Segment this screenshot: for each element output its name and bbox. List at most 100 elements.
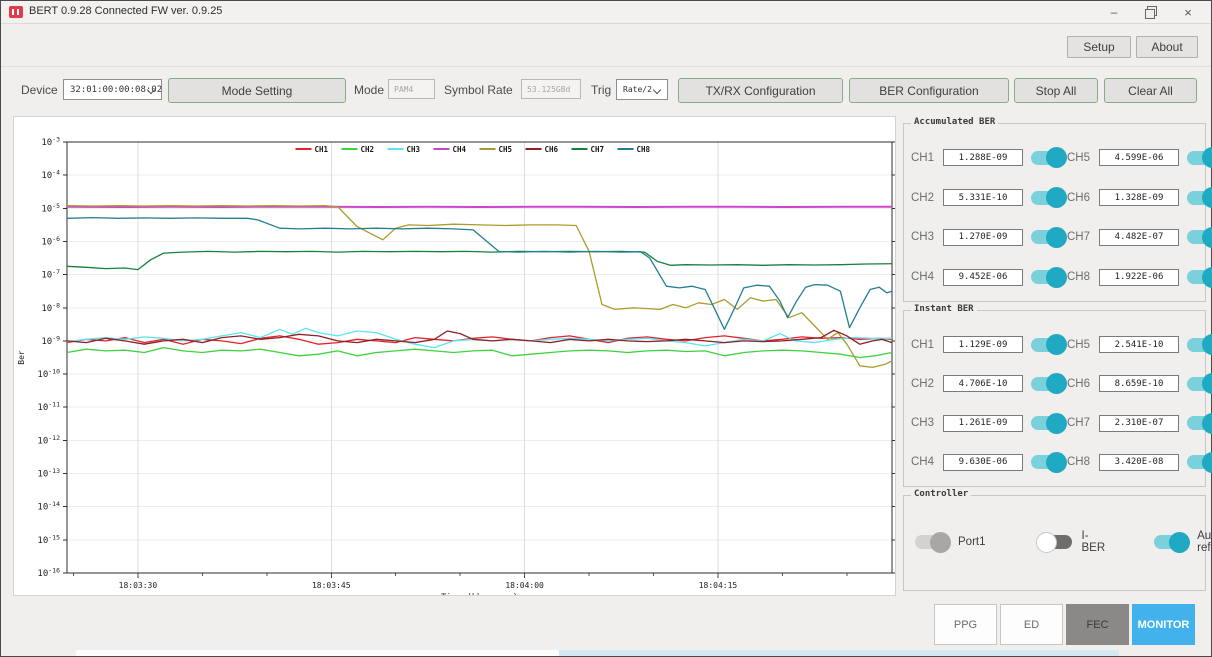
close-button[interactable]: × — [1184, 4, 1192, 20]
accumulated-ber-value-ch7[interactable]: 4.482E-07 — [1099, 228, 1179, 246]
channel-label: CH6 — [1067, 377, 1091, 390]
accumulated-ber-value-ch8[interactable]: 1.922E-06 — [1099, 268, 1179, 286]
instant-ber-group: Instant BER CH1 1.129E-09 CH5 2.541E-10 CH2 4… — [903, 304, 1212, 487]
ber-row-ch2: CH2 4.706E-10 — [908, 364, 1067, 403]
toggle-knob — [1046, 373, 1067, 395]
port1-toggle[interactable] — [915, 531, 951, 553]
instant-ber-toggle-ch5[interactable] — [1187, 334, 1212, 356]
auto-refresh-toggle[interactable] — [1154, 531, 1191, 553]
instant-ber-toggle-ch3[interactable] — [1031, 412, 1067, 434]
toggle-knob — [1046, 334, 1067, 356]
toggle-knob — [1202, 451, 1212, 473]
accumulated-ber-value-ch3[interactable]: 1.270E-09 — [943, 228, 1023, 246]
clear-all-button[interactable]: Clear All — [1104, 78, 1197, 103]
restore-button[interactable] — [1135, 1, 1169, 23]
svg-text:18:03:45: 18:03:45 — [312, 581, 351, 590]
instant-ber-value-ch5[interactable]: 2.541E-10 — [1099, 336, 1179, 354]
ber-configuration-button[interactable]: BER Configuration — [849, 78, 1009, 103]
instant-ber-toggle-ch7[interactable] — [1187, 412, 1212, 434]
instant-ber-value-ch7[interactable]: 2.310E-07 — [1099, 414, 1179, 432]
instant-ber-value-ch2[interactable]: 4.706E-10 — [943, 375, 1023, 393]
symbol-rate-field[interactable]: 53.125GBd — [521, 79, 581, 99]
accumulated-ber-toggle-ch3[interactable] — [1031, 226, 1067, 248]
minimize-button[interactable]: – — [1110, 5, 1118, 19]
svg-text:10-8: 10-8 — [41, 301, 60, 314]
instant-ber-toggle-ch4[interactable] — [1031, 451, 1067, 473]
mode-setting-button[interactable]: Mode Setting — [168, 78, 346, 103]
svg-text:18:04:00: 18:04:00 — [505, 581, 544, 590]
auto-refresh-toggle-label: Auto refresh — [1197, 530, 1212, 554]
accumulated-ber-toggle-ch6[interactable] — [1187, 187, 1212, 209]
instant-ber-value-ch1[interactable]: 1.129E-09 — [943, 336, 1023, 354]
legend-item-ch6: CH6 — [545, 145, 559, 154]
stop-all-button[interactable]: Stop All — [1014, 78, 1098, 103]
iber-toggle-label: I-BER — [1081, 530, 1106, 554]
accumulated-ber-value-ch4[interactable]: 9.452E-06 — [943, 268, 1023, 286]
channel-label: CH5 — [1067, 151, 1091, 164]
svg-text:10-10: 10-10 — [37, 368, 60, 381]
instant-ber-toggle-ch6[interactable] — [1187, 373, 1212, 395]
toggle-knob — [1202, 373, 1212, 395]
instant-ber-value-ch6[interactable]: 8.659E-10 — [1099, 375, 1179, 393]
restore-icon — [1145, 6, 1157, 19]
accumulated-ber-toggle-ch8[interactable] — [1187, 266, 1212, 288]
instant-ber-toggle-ch2[interactable] — [1031, 373, 1067, 395]
channel-label: CH6 — [1067, 191, 1091, 204]
txrx-configuration-button[interactable]: TX/RX Configuration — [678, 78, 843, 103]
instant-ber-toggle-ch1[interactable] — [1031, 334, 1067, 356]
channel-label: CH3 — [911, 417, 935, 430]
svg-text:10-9: 10-9 — [41, 334, 60, 347]
accumulated-ber-value-ch6[interactable]: 1.328E-09 — [1099, 189, 1179, 207]
ber-row-ch1: CH1 1.288E-09 — [908, 138, 1067, 178]
setup-button[interactable]: Setup — [1067, 36, 1131, 58]
svg-text:10-13: 10-13 — [37, 467, 60, 480]
instant-ber-value-ch8[interactable]: 3.420E-08 — [1099, 453, 1179, 471]
auto-refresh-toggle-item: Auto refresh — [1151, 530, 1212, 554]
legend-item-ch7: CH7 — [591, 145, 605, 154]
accumulated-ber-value-ch5[interactable]: 4.599E-06 — [1099, 149, 1179, 167]
about-button[interactable]: About — [1136, 36, 1198, 58]
chart-series-ch8 — [66, 216, 893, 330]
toggle-knob — [1202, 147, 1212, 169]
tab-ed[interactable]: ED — [1000, 604, 1063, 645]
chevron-down-icon — [652, 85, 662, 95]
trig-select[interactable]: Rate/2 — [616, 79, 668, 100]
ber-row-ch2: CH2 5.331E-10 — [908, 178, 1067, 218]
tab-fec[interactable]: FEC — [1066, 604, 1129, 645]
instant-ber-value-ch3[interactable]: 1.261E-09 — [943, 414, 1023, 432]
accumulated-ber-toggle-ch2[interactable] — [1031, 187, 1067, 209]
accumulated-ber-toggle-ch4[interactable] — [1031, 266, 1067, 288]
tab-monitor[interactable]: MONITOR — [1132, 604, 1195, 645]
device-select[interactable]: 32:01:00:00:08:02 — [63, 79, 162, 100]
svg-text:10-4: 10-4 — [41, 169, 60, 182]
toggle-knob — [1046, 266, 1067, 288]
mode-label: Mode — [354, 83, 385, 97]
chart-series-ch6 — [66, 329, 893, 345]
taskbar-strip — [559, 650, 1119, 656]
mode-field[interactable]: PAM4 — [388, 79, 435, 99]
chart-series-ch2 — [66, 346, 893, 359]
instant-ber-toggle-ch8[interactable] — [1187, 451, 1212, 473]
ber-row-ch4: CH4 9.630E-06 — [908, 443, 1067, 482]
svg-text:10-11: 10-11 — [37, 401, 60, 414]
svg-text:10-5: 10-5 — [41, 202, 60, 215]
iber-toggle[interactable] — [1035, 531, 1072, 553]
instant-ber-value-ch4[interactable]: 9.630E-06 — [943, 453, 1023, 471]
svg-text:10-16: 10-16 — [37, 567, 60, 580]
toggle-knob — [1046, 147, 1067, 169]
port1-toggle-item: Port1 — [912, 531, 986, 553]
ber-row-ch6: CH6 1.328E-09 — [1064, 178, 1212, 218]
svg-text:10-3: 10-3 — [41, 136, 60, 149]
accumulated-ber-toggle-ch7[interactable] — [1187, 226, 1212, 248]
ber-row-ch5: CH5 4.599E-06 — [1064, 138, 1212, 178]
accumulated-ber-value-ch2[interactable]: 5.331E-10 — [943, 189, 1023, 207]
accumulated-ber-value-ch1[interactable]: 1.288E-09 — [943, 149, 1023, 167]
accumulated-ber-toggle-ch1[interactable] — [1031, 147, 1067, 169]
channel-label: CH1 — [911, 338, 935, 351]
toggle-knob — [1035, 531, 1057, 553]
toggle-knob — [1046, 187, 1067, 209]
accumulated-ber-toggle-ch5[interactable] — [1187, 147, 1212, 169]
tab-ppg[interactable]: PPG — [934, 604, 997, 645]
mode-tabs: PPG ED FEC MONITOR — [934, 604, 1195, 645]
accumulated-ber-group: Accumulated BER CH1 1.288E-09 CH5 4.599E-06… — [903, 117, 1212, 302]
